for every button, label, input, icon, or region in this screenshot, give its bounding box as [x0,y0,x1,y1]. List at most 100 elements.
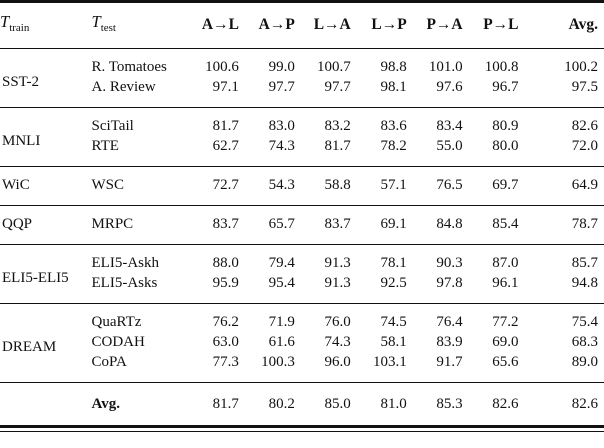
metric-value: 88.0 [212,255,239,271]
table-row: QQP MRPC 83.7 65.7 83.7 69.1 84.8 85.4 78.7 [0,206,604,245]
metric-value: 69.1 [380,216,407,232]
metric-value: 78.7 [571,216,598,232]
metric-value: 72.0 [571,138,598,154]
metric-value: 83.2 [324,118,351,134]
metric-value: 95.4 [268,275,295,291]
test-task-label: QuaRTz [91,314,142,330]
metric-value: 99.0 [268,59,295,75]
metric-value: 101.0 [428,59,463,75]
test-task-label: CODAH [91,334,145,350]
metric-value: 100.7 [317,59,351,75]
train-task-label: SST-2 [2,74,39,90]
metric-value: 100.8 [484,59,519,75]
footer-spacer [0,382,92,428]
metric-value: 71.9 [268,314,295,330]
average-value: 82.6 [462,382,519,428]
metric-value: 80.9 [492,118,519,134]
test-subscript: test [100,22,116,34]
metric-value: 97.5 [571,79,598,95]
header-metric-a-p: A→P [238,1,295,49]
average-row: Avg. 81.7 80.2 85.0 81.0 85.3 82.6 82.6 [0,382,604,428]
header-metric-l-a: L→A [294,1,351,49]
test-task-label: MRPC [91,216,134,232]
metric-value: 65.7 [268,216,295,232]
metric-value: 100.6 [205,59,239,75]
metric-value: 97.6 [436,79,463,95]
task-group: DREAM QuaRTz 76.2 71.9 76.0 74.5 76.4 77.2 75.4 C… [0,303,604,383]
metric-value: 92.5 [380,275,407,291]
test-task-label: SciTail [91,118,134,134]
metric-value: 81.7 [324,138,351,154]
task-group: WiC WSC 72.7 54.3 58.8 57.1 76.5 69.7 64.9 [0,166,604,206]
metric-value: 77.3 [212,354,239,370]
metric-value: 89.0 [571,354,598,370]
average-value: 85.3 [406,382,463,428]
metric-value: 69.0 [492,334,519,350]
test-task-label: A. Review [91,79,156,95]
metric-value: 96.7 [492,79,519,95]
test-task-label: ELI5-Askh [91,255,160,271]
metric-value: 77.2 [492,314,519,330]
metric-value: 64.9 [571,177,598,193]
metric-value: 98.1 [380,79,407,95]
task-group: MNLI SciTail 81.7 83.0 83.2 83.6 83.4 80.9 82.6 R… [0,107,604,167]
metric-value: 58.8 [324,177,351,193]
metric-value: 65.6 [492,354,519,370]
metric-value: 76.2 [212,314,239,330]
train-task-label: MNLI [2,133,41,149]
header-train-task: Ttrain [0,1,92,49]
table-row: ELI5-ELI5 ELI5-Askh 88.0 79.4 91.3 78.1 90.3 87… [0,245,604,286]
metric-value: 58.1 [380,334,407,350]
metric-value: 82.6 [571,118,598,134]
metric-value: 75.4 [571,314,598,330]
table-header: Ttrain Ttest A→L A→P L→A L→P P→A P→L Avg… [0,1,604,49]
metric-value: 97.1 [212,79,239,95]
test-task-label: WSC [91,177,125,193]
test-task-label: RTE [91,138,119,154]
metric-value: 85.7 [571,255,598,271]
metric-value: 97.7 [324,79,351,95]
metric-value: 83.7 [212,216,239,232]
metric-value: 83.7 [324,216,351,232]
metric-value: 103.1 [372,354,407,370]
metric-value: 100.2 [564,59,598,75]
header-metric-l-p: L→P [350,1,407,49]
metric-value: 76.0 [324,314,351,330]
metric-value: 68.3 [571,334,598,350]
table-row: WiC WSC 72.7 54.3 58.8 57.1 76.5 69.7 64.9 [0,167,604,206]
train-task-label: WiC [2,177,30,193]
metric-value: 98.8 [380,59,407,75]
task-group: SST-2 R. Tomatoes 100.6 99.0 100.7 98.8 101.0 1… [0,48,604,108]
test-symbol: T [91,12,101,31]
metric-value: 74.5 [380,314,407,330]
header-metric-avg: Avg. [518,1,604,49]
average-value: 85.0 [294,382,351,428]
table-bottom-rule [0,430,604,432]
train-subscript: train [9,22,30,34]
metric-value: 78.1 [380,255,407,271]
metric-value: 80.0 [492,138,519,154]
results-table: Ttrain Ttest A→L A→P L→A L→P P→A P→L Avg… [0,0,604,428]
metric-value: 57.1 [380,177,407,193]
average-value: 81.0 [350,382,407,428]
metric-value: 81.7 [212,118,239,134]
task-group: QQP MRPC 83.7 65.7 83.7 69.1 84.8 85.4 78.7 [0,205,604,245]
metric-value: 78.2 [380,138,407,154]
metric-value: 83.6 [380,118,407,134]
metric-value: 97.7 [268,79,295,95]
table-row: A. Review 97.1 97.7 97.7 98.1 97.6 96.7 97.5 [0,77,604,108]
average-value: 82.6 [518,382,604,428]
metric-value: 90.3 [436,255,463,271]
metric-value: 91.3 [324,255,351,271]
metric-value: 54.3 [268,177,295,193]
metric-value: 91.3 [324,275,351,291]
average-value: 81.7 [183,382,239,428]
metric-value: 95.9 [212,275,239,291]
metric-value: 55.0 [436,138,463,154]
test-task-label: CoPA [91,354,127,370]
train-task-label: DREAM [2,339,57,355]
table-row: RTE 62.7 74.3 81.7 78.2 55.0 80.0 72.0 [0,136,604,167]
metric-value: 100.3 [261,354,295,370]
train-symbol: T [0,12,10,31]
table-footer: Avg. 81.7 80.2 85.0 81.0 85.3 82.6 82.6 [0,382,604,428]
